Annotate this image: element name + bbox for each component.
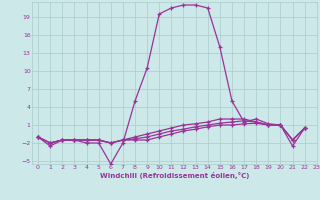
X-axis label: Windchill (Refroidissement éolien,°C): Windchill (Refroidissement éolien,°C) <box>100 172 249 179</box>
